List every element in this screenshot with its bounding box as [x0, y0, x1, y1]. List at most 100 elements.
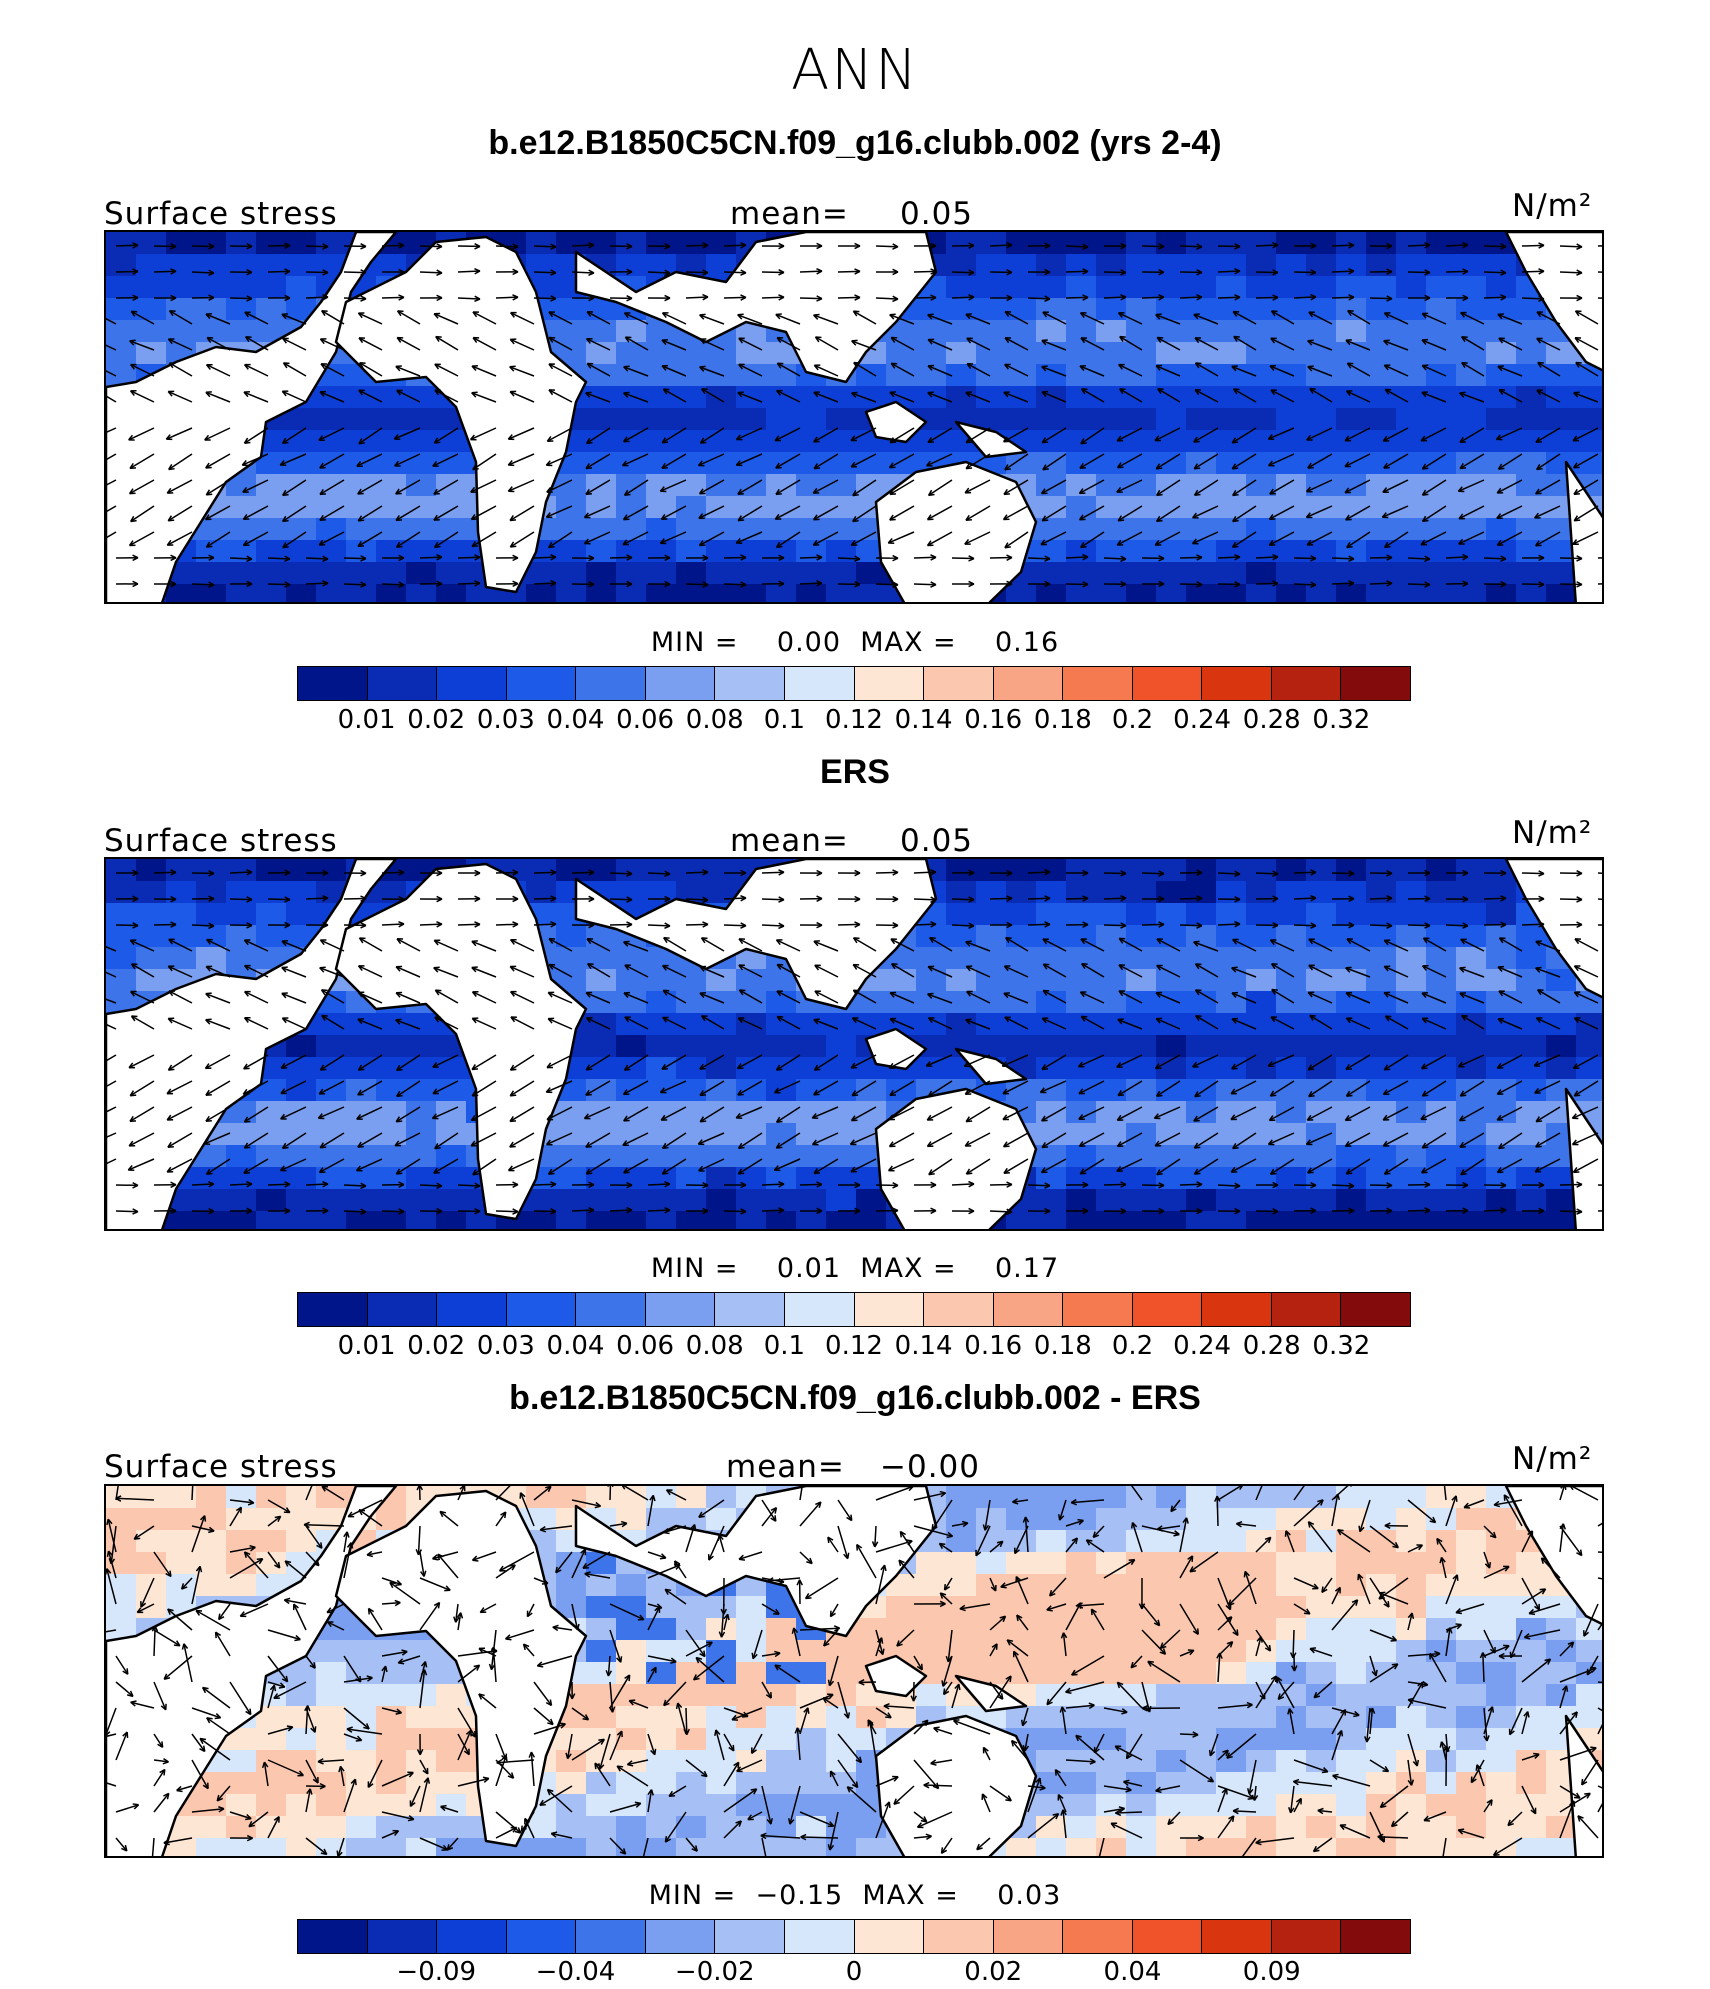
field-cell [1156, 1552, 1187, 1575]
stress-vector-head [892, 268, 899, 276]
stress-vector [1306, 1132, 1333, 1146]
stress-vector-head [1576, 581, 1583, 588]
field-cell [1246, 1123, 1277, 1146]
stress-vector [1421, 391, 1447, 403]
field-cell [796, 1684, 827, 1707]
stress-vector-head [892, 295, 899, 303]
field-cell [286, 1486, 317, 1509]
field-cell [1486, 903, 1517, 926]
stress-vectors [106, 868, 1602, 1216]
field-cell [736, 408, 767, 431]
stress-vector-head [1538, 1207, 1545, 1215]
stress-vector [106, 531, 117, 539]
stress-vector [358, 965, 383, 978]
field-cell [406, 430, 437, 453]
stress-vector-head [927, 489, 935, 497]
stress-vector [1496, 1080, 1523, 1095]
field-cell [1246, 1684, 1277, 1707]
field-cell [226, 1794, 257, 1817]
stress-vector [1080, 991, 1105, 1004]
stress-vector [130, 390, 155, 403]
stress-vector [393, 427, 421, 440]
stress-vector-head [243, 1142, 251, 1149]
field-cell [706, 342, 737, 365]
stress-vector-head [281, 1017, 289, 1024]
field-cell [1426, 254, 1457, 277]
stress-vector-head [416, 1486, 423, 1491]
field-cell [226, 1189, 257, 1212]
stress-vector-head [1383, 1064, 1391, 1071]
stress-vector-head [1118, 964, 1125, 971]
stress-vector [888, 1106, 915, 1121]
field-cell [1486, 540, 1517, 563]
field-cell [1216, 881, 1247, 904]
field-cell [196, 298, 227, 321]
field-cell [1456, 1662, 1487, 1685]
stress-vector-head [1573, 515, 1581, 522]
field-cell [1396, 925, 1427, 948]
field-cell [166, 881, 197, 904]
stress-vector-head [1572, 1167, 1580, 1174]
field-cell [1306, 1189, 1337, 1212]
stress-vector [1081, 388, 1105, 403]
stress-vector [1382, 1106, 1409, 1121]
field-cell [1396, 1816, 1427, 1839]
field-cell [1126, 1057, 1157, 1080]
field-cell [886, 1706, 917, 1729]
stress-vector [964, 1080, 991, 1095]
field-cell [616, 232, 647, 255]
stress-vector [586, 427, 611, 444]
stress-vector-head [167, 515, 175, 522]
field-cell [1156, 969, 1187, 992]
stress-vector [204, 427, 231, 441]
stress-vector [1193, 1106, 1219, 1122]
stress-vector [1268, 531, 1295, 546]
stress-vector [357, 1080, 383, 1096]
stress-vector-head [470, 1114, 478, 1122]
field-cell [1546, 364, 1577, 387]
field-cell [256, 276, 287, 299]
field-cell [796, 1035, 827, 1058]
stress-vector-head [1538, 921, 1545, 928]
field-cell [1336, 1167, 1367, 1190]
stress-vector-head [1153, 1113, 1161, 1120]
stress-vector-head [926, 460, 933, 467]
stress-vector [623, 1486, 649, 1501]
field-cell [1306, 408, 1337, 431]
stress-vector [1156, 1158, 1181, 1176]
stress-vector-head [281, 515, 289, 523]
stress-vector [1065, 296, 1089, 299]
stress-vector-head [702, 896, 709, 904]
field-cell [1516, 1772, 1547, 1795]
stress-vector [243, 1158, 269, 1174]
stress-vector [1421, 992, 1447, 1004]
stress-vector-head [1496, 539, 1504, 546]
stress-vector [282, 505, 307, 523]
stress-vector [1573, 1054, 1599, 1070]
variable-label: Surface stress [104, 1449, 338, 1485]
field-cell [826, 562, 857, 585]
field-cell [1486, 452, 1517, 475]
stress-vector [546, 479, 573, 493]
field-cell [766, 1684, 797, 1707]
field-cell [1516, 1145, 1547, 1168]
field-cell [166, 232, 197, 255]
stress-vector-head [1230, 1114, 1237, 1121]
stress-vector-head [398, 1208, 405, 1215]
field-cell [1456, 1013, 1487, 1036]
stress-vector-head [243, 939, 251, 946]
stress-vector-head [1536, 989, 1544, 996]
field-cell [766, 474, 797, 497]
field-cell [286, 1816, 317, 1839]
stress-vector-head [1462, 553, 1469, 561]
stress-vector-head [1079, 312, 1087, 319]
stress-vector [472, 1158, 497, 1176]
field-cell [616, 991, 647, 1014]
stress-vector [853, 937, 877, 952]
stress-vector-head [662, 964, 669, 971]
stress-vector-head [1044, 895, 1051, 902]
stress-vector-head [322, 894, 329, 902]
stress-vector-head [436, 580, 443, 588]
stress-vector-head [1232, 515, 1239, 523]
field-cell [1186, 1838, 1217, 1856]
